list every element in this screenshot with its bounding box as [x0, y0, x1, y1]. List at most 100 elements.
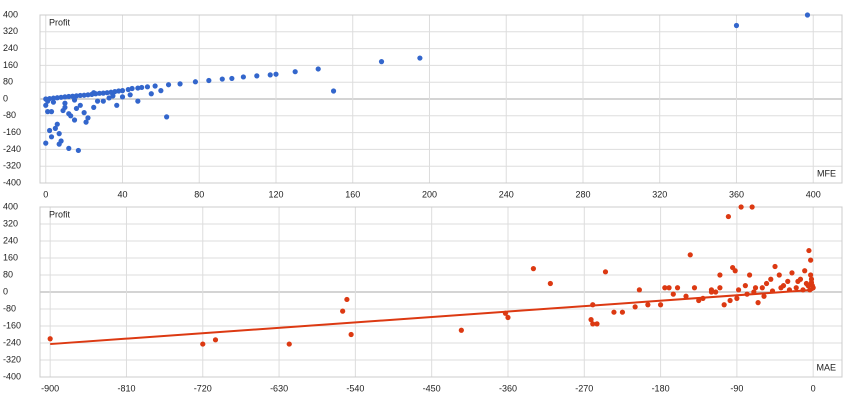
point: [315, 66, 321, 72]
x-tick-label: 280: [575, 189, 590, 199]
point: [273, 71, 279, 77]
point: [81, 92, 87, 98]
point: [738, 204, 744, 210]
plot-frame: [39, 14, 843, 184]
point: [785, 278, 791, 284]
point: [104, 90, 110, 96]
point: [417, 55, 423, 61]
point: [700, 295, 706, 301]
point: [96, 90, 103, 96]
point: [713, 289, 719, 295]
y-axis-label: Profit: [49, 209, 71, 219]
point: [806, 247, 812, 254]
point: [91, 90, 97, 96]
point: [793, 285, 799, 291]
point: [254, 73, 260, 79]
y-tick-label: 80: [3, 269, 13, 279]
point: [139, 84, 145, 91]
point: [91, 104, 97, 110]
point: [54, 95, 60, 101]
y-tick-label: 320: [3, 218, 18, 228]
point: [632, 304, 638, 310]
point: [286, 341, 292, 347]
point: [778, 285, 784, 291]
point: [71, 97, 78, 103]
point: [670, 291, 676, 297]
point: [734, 295, 740, 301]
x-tick-label: -540: [346, 383, 364, 393]
point: [530, 266, 537, 272]
point: [725, 213, 731, 220]
point: [66, 93, 72, 100]
x-tick-label: -450: [423, 383, 441, 393]
point: [768, 276, 774, 282]
x-tick-label: -180: [652, 383, 670, 393]
point: [240, 74, 246, 80]
point: [769, 288, 776, 294]
point: [683, 293, 689, 299]
point: [800, 287, 806, 293]
x-tick-label: 160: [345, 189, 360, 199]
point: [43, 140, 49, 146]
point: [344, 296, 350, 303]
point: [772, 263, 778, 270]
point: [81, 110, 87, 116]
y-tick-label: 80: [3, 77, 13, 87]
point: [717, 272, 723, 278]
plot-frame: [39, 206, 843, 378]
y-tick-label: 0: [3, 286, 8, 296]
point: [776, 272, 782, 278]
x-axis-label: MFE: [817, 168, 836, 178]
y-tick-label: -240: [3, 337, 21, 347]
point: [192, 79, 199, 85]
point: [200, 341, 206, 347]
point: [83, 119, 89, 125]
point: [727, 297, 733, 304]
x-tick-label: -360: [499, 383, 517, 393]
point: [340, 308, 346, 314]
point: [807, 287, 813, 293]
point: [50, 95, 57, 101]
point: [808, 257, 814, 263]
point: [75, 147, 81, 154]
trendline: [50, 288, 814, 346]
point: [292, 69, 298, 75]
y-tick-label: -320: [3, 161, 21, 171]
x-tick-label: 120: [268, 189, 283, 199]
x-tick-label: 240: [499, 189, 514, 199]
point: [502, 310, 509, 316]
point: [458, 327, 464, 333]
x-tick-label: -810: [117, 383, 135, 393]
point: [505, 314, 511, 321]
x-tick-label: 400: [806, 189, 821, 199]
point: [804, 12, 811, 18]
y-tick-label: -400: [3, 177, 21, 187]
y-tick-label: -160: [3, 320, 21, 330]
point: [212, 337, 219, 343]
x-tick-label: 0: [43, 189, 48, 199]
point: [687, 252, 693, 258]
point: [590, 321, 596, 327]
y-tick-label: -320: [3, 354, 21, 364]
x-axis-label: MAE: [816, 362, 836, 372]
point: [164, 114, 170, 120]
y-tick-label: 400: [3, 9, 18, 19]
y-tick-label: -240: [3, 144, 21, 154]
point: [691, 285, 698, 291]
y-tick-label: 160: [3, 60, 18, 70]
point: [708, 289, 715, 295]
point: [62, 94, 68, 100]
point: [56, 141, 62, 147]
y-tick-label: -400: [3, 371, 21, 381]
x-tick-label: 0: [811, 383, 816, 393]
point: [590, 302, 596, 308]
point: [547, 280, 553, 287]
point: [112, 89, 118, 95]
point: [47, 336, 53, 342]
point: [795, 278, 801, 284]
point: [100, 98, 106, 104]
x-tick-label: -90: [730, 383, 743, 393]
point: [158, 88, 164, 94]
point: [106, 95, 112, 101]
